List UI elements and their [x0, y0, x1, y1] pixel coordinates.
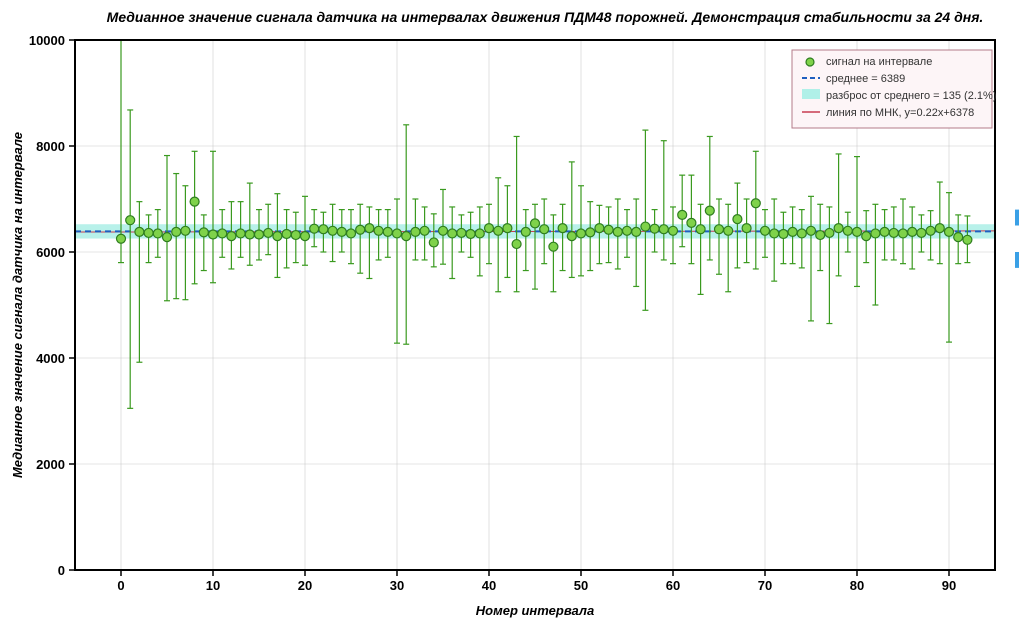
svg-text:0: 0 [117, 578, 124, 593]
y-axis-label: Медианное значение сигнала датчика на ин… [10, 132, 25, 478]
svg-text:среднее = 6389: среднее = 6389 [826, 73, 905, 85]
svg-text:10000: 10000 [29, 33, 65, 48]
svg-text:2000: 2000 [36, 457, 65, 472]
svg-text:50: 50 [574, 578, 588, 593]
svg-text:80: 80 [850, 578, 864, 593]
svg-text:60: 60 [666, 578, 680, 593]
legend: сигнал на интервале среднее = 6389 разброс… [792, 50, 996, 128]
chart-container: 0 10 20 30 40 50 60 70 80 90 0 2000 4000 6000 8000 1000… [0, 0, 1021, 626]
svg-text:30: 30 [390, 578, 404, 593]
svg-text:6000: 6000 [36, 245, 65, 260]
chart-title: Медианное значение сигнала датчика на ин… [107, 9, 984, 25]
svg-text:20: 20 [298, 578, 312, 593]
svg-text:линия по МНК, y=0.22x+6378: линия по МНК, y=0.22x+6378 [826, 107, 974, 119]
svg-text:разброс от среднего = 135 (2.1: разброс от среднего = 135 (2.1%) [826, 90, 996, 102]
svg-text:90: 90 [942, 578, 956, 593]
svg-text:70: 70 [758, 578, 772, 593]
svg-text:40: 40 [482, 578, 496, 593]
chart-svg: 0 10 20 30 40 50 60 70 80 90 0 2000 4000 6000 8000 1000… [0, 0, 1021, 626]
svg-text:4000: 4000 [36, 351, 65, 366]
svg-text:8000: 8000 [36, 139, 65, 154]
svg-text:10: 10 [206, 578, 220, 593]
svg-text:сигнал на интервале: сигнал на интервале [826, 56, 932, 68]
svg-text:0: 0 [58, 563, 65, 578]
x-axis-label: Номер интервала [476, 603, 594, 618]
